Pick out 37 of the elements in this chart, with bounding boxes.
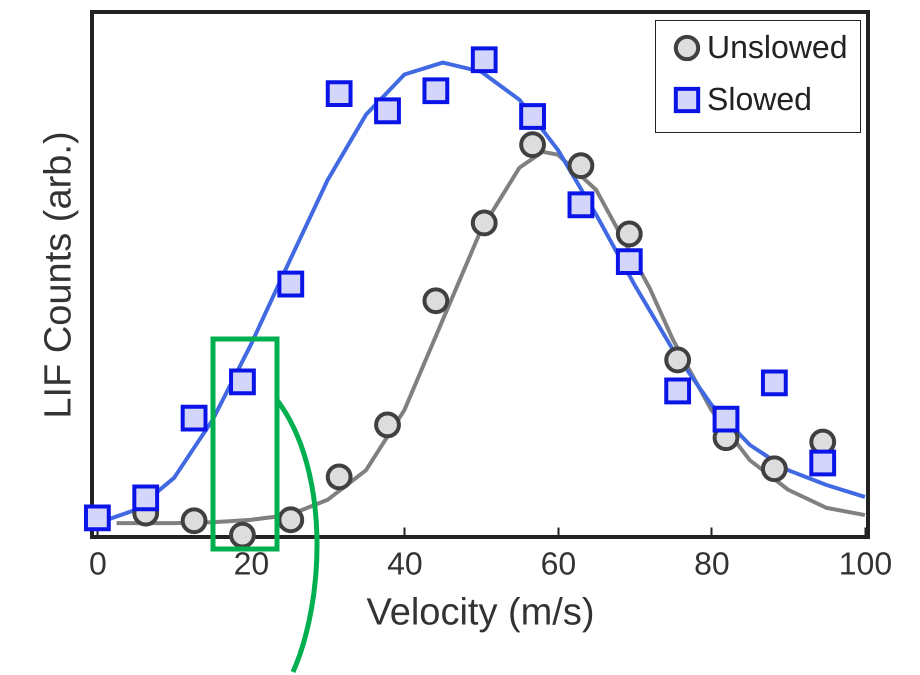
point [760, 455, 788, 482]
point [760, 369, 788, 396]
y-axis-title: LIF Counts (arb.) [38, 131, 80, 419]
point [712, 406, 740, 433]
legend-label: Slowed [707, 81, 812, 117]
point [470, 46, 498, 74]
x-tick-label: 100 [838, 546, 892, 582]
point [616, 248, 643, 276]
point [84, 504, 111, 532]
point [180, 507, 208, 534]
x-tick-label: 40 [387, 546, 423, 582]
point [568, 191, 594, 218]
x-tick-label: 60 [540, 546, 576, 582]
point [519, 131, 546, 158]
point [229, 368, 256, 396]
point [616, 220, 643, 248]
point [568, 152, 594, 180]
point [809, 450, 836, 476]
x-tick-label: 20 [234, 546, 270, 582]
point [326, 463, 353, 490]
point [374, 411, 401, 438]
point [664, 346, 692, 374]
point [277, 270, 304, 298]
point [470, 210, 498, 236]
x-axis-title: Velocity (m/s) [366, 592, 595, 634]
point [180, 404, 208, 432]
x-tick-label: 0 [88, 546, 107, 582]
point [229, 522, 256, 548]
legend-label: Unslowed [707, 29, 848, 65]
x-tick-label: 80 [694, 546, 730, 582]
point [326, 80, 353, 108]
point [132, 484, 160, 512]
point [422, 287, 450, 314]
point [664, 378, 692, 404]
point [374, 97, 401, 124]
point [422, 77, 450, 104]
point [519, 103, 546, 130]
